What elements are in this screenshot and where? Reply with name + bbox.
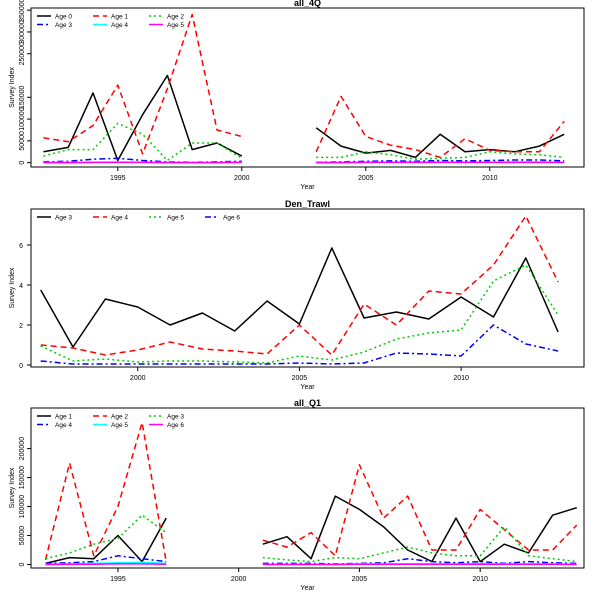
chart-panel-3: all_Q1 1995 2000 2005 2010 Year 0 50000 100000 15… bbox=[9, 398, 585, 592]
y-tick-label: 0 bbox=[19, 562, 26, 566]
x-axis-label: Year bbox=[300, 585, 315, 592]
series-line-age-6 bbox=[45, 563, 577, 566]
series-line-age-2 bbox=[43, 122, 565, 162]
chart-panel-2: Den_Trawl 2000 2005 2010 Year 0 2 4 6 Survey Inde… bbox=[9, 199, 585, 391]
y-tick-label: 350000 bbox=[19, 0, 26, 22]
y-tick-label: 50000 bbox=[19, 526, 26, 546]
y-tick-label: 250000 bbox=[19, 42, 26, 65]
series-line-age-1 bbox=[43, 13, 565, 159]
x-tick-label: 2005 bbox=[292, 375, 308, 382]
legend-label: Age 6 bbox=[223, 215, 240, 222]
x-tick-label: 2010 bbox=[472, 576, 488, 583]
x-tick-label: 1995 bbox=[110, 175, 126, 182]
legend-label: Age 1 bbox=[111, 14, 128, 21]
y-tick-label: 100000 bbox=[19, 107, 26, 130]
plot-frame bbox=[30, 407, 585, 569]
y-tick-label: 4 bbox=[19, 283, 23, 290]
chart-panel-1: all_4Q 1995 2000 2005 2010 Year 0 5000010000015… bbox=[9, 0, 585, 191]
y-axis-label: Survey Index bbox=[9, 267, 16, 308]
chart-title: all_Q1 bbox=[294, 398, 321, 408]
legend-label: Age 5 bbox=[167, 215, 184, 222]
y-tick-label: 150000 bbox=[19, 466, 26, 489]
chart-title: all_4Q bbox=[294, 0, 321, 8]
x-axis-label: Year bbox=[300, 384, 315, 391]
series-line-age-1 bbox=[45, 495, 578, 565]
x-tick-label: 2000 bbox=[130, 375, 146, 382]
legend-label: Age 6 bbox=[167, 422, 184, 429]
y-tick-label: 0 bbox=[19, 161, 26, 165]
x-axis-label: Year bbox=[300, 184, 315, 191]
legend-label: Age 3 bbox=[167, 414, 184, 421]
y-tick-label: 200000 bbox=[19, 437, 26, 460]
x-tick-label: 2000 bbox=[234, 175, 250, 182]
legend-label: Age 5 bbox=[167, 22, 184, 29]
legend-label: Age 2 bbox=[111, 414, 128, 421]
plot-frame bbox=[30, 7, 585, 168]
y-axis-label: Survey Index bbox=[9, 67, 16, 108]
series-line-age-4 bbox=[40, 215, 559, 356]
series-line-age-3 bbox=[43, 157, 565, 163]
x-tick-label: 2000 bbox=[231, 576, 247, 583]
y-tick-label: 50000 bbox=[19, 131, 26, 151]
legend-label: Age 4 bbox=[111, 22, 128, 29]
series-line-age-3 bbox=[40, 247, 559, 348]
legend-label: Age 5 bbox=[111, 422, 128, 429]
y-tick-label: 2 bbox=[19, 323, 23, 330]
legend-label: Age 1 bbox=[55, 414, 72, 421]
y-tick-label: 150000 bbox=[19, 86, 26, 109]
series-line-age-0 bbox=[43, 74, 565, 162]
series-line-age-2 bbox=[44, 421, 578, 562]
x-tick-label: 2010 bbox=[482, 175, 498, 182]
legend-label: Age 3 bbox=[55, 22, 72, 29]
plot-frame bbox=[30, 208, 585, 368]
x-tick-label: 2005 bbox=[352, 576, 368, 583]
legend-label: Age 2 bbox=[167, 14, 184, 21]
y-tick-label: 6 bbox=[19, 243, 23, 250]
legend-label: Age 4 bbox=[55, 422, 72, 429]
legend-label: Age 3 bbox=[55, 215, 72, 222]
chart-title: Den_Trawl bbox=[285, 199, 330, 209]
x-tick-label: 2010 bbox=[453, 375, 469, 382]
series-line-age-3 bbox=[45, 514, 577, 563]
series-line-age-6 bbox=[40, 324, 559, 365]
y-tick-label: 0 bbox=[19, 363, 23, 370]
x-tick-label: 1995 bbox=[110, 576, 126, 583]
y-axis-label: Survey Index bbox=[9, 467, 16, 508]
legend-label: Age 0 bbox=[55, 14, 72, 21]
x-tick-label: 2005 bbox=[358, 175, 374, 182]
y-tick-label: 100000 bbox=[19, 495, 26, 518]
y-tick-label: 300000 bbox=[19, 20, 26, 43]
legend-label: Age 4 bbox=[111, 215, 128, 222]
